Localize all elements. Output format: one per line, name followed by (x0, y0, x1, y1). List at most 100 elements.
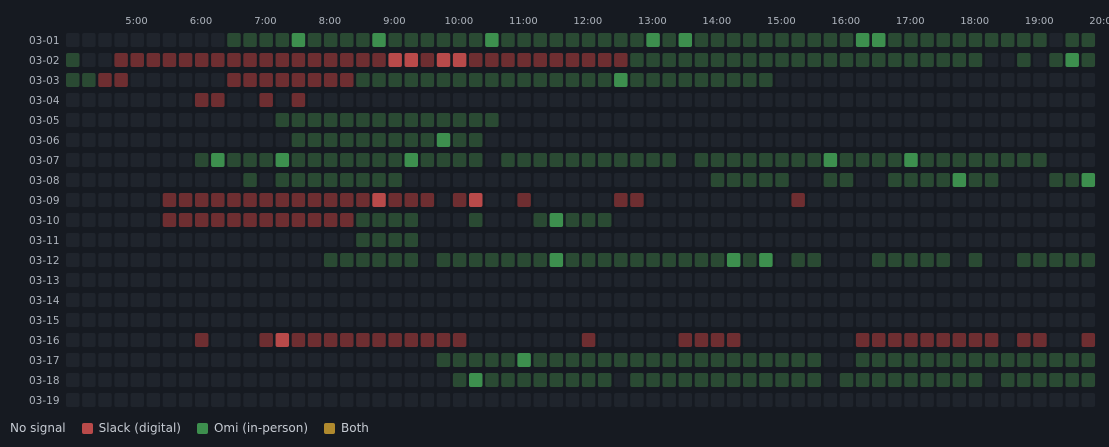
heatmap-cell (130, 373, 144, 387)
heatmap-cell (82, 293, 96, 307)
heatmap-cell (872, 93, 886, 107)
heatmap-cell (501, 353, 515, 367)
heatmap-cell (501, 393, 515, 407)
heatmap-cell (178, 33, 193, 47)
heatmap-cell (211, 193, 225, 207)
heatmap-cell (1033, 173, 1047, 187)
heatmap-cell (66, 33, 80, 47)
heatmap-cell (630, 253, 644, 267)
heatmap-cell (952, 393, 967, 407)
heatmap-cell (1081, 133, 1096, 147)
heatmap-cell (420, 233, 435, 247)
heatmap-cell (549, 313, 564, 327)
heatmap-cell (630, 153, 644, 167)
heatmap-cell (388, 133, 402, 147)
heatmap-cell (920, 213, 934, 227)
legend-swatch-slack (81, 422, 93, 434)
heatmap-cell (888, 233, 902, 247)
heatmap-cell (807, 293, 822, 307)
heatmap-cell (533, 273, 547, 287)
heatmap-cell (936, 333, 950, 347)
heatmap-cell (356, 113, 370, 127)
heatmap-cell (614, 313, 628, 327)
heatmap-cell (710, 173, 725, 187)
heatmap-cell (275, 133, 290, 147)
heatmap-cell (146, 173, 161, 187)
heatmap-cell (404, 113, 419, 127)
heatmap-cell (565, 333, 580, 347)
heatmap-cell (759, 173, 773, 187)
heatmap-cell (952, 133, 967, 147)
heatmap-cell (1065, 313, 1079, 327)
heatmap-cell (130, 173, 144, 187)
heatmap-cell (82, 333, 96, 347)
heatmap-cell (501, 193, 515, 207)
x-tick-label: 19:00 (1025, 16, 1054, 27)
heatmap-cell (323, 113, 338, 127)
heatmap-cell (323, 253, 338, 267)
heatmap-cell (630, 273, 644, 287)
heatmap-cell (710, 373, 725, 387)
heatmap-cell (533, 193, 547, 207)
heatmap-cell (1000, 113, 1015, 127)
heatmap-cell (404, 73, 419, 87)
heatmap-cell (759, 333, 773, 347)
heatmap-cell (114, 293, 128, 307)
heatmap-cell (469, 313, 483, 327)
heatmap-cell (66, 293, 80, 307)
heatmap-cell (904, 113, 918, 127)
heatmap-cell (178, 253, 193, 267)
heatmap-cell (1033, 393, 1047, 407)
heatmap-cell (146, 233, 161, 247)
heatmap-cell (823, 33, 838, 47)
heatmap-cell (888, 253, 902, 267)
heatmap-cell (597, 353, 612, 367)
heatmap-cell (1000, 313, 1015, 327)
heatmap-cell (1049, 333, 1063, 347)
heatmap-cell (888, 193, 902, 207)
heatmap-cell (340, 213, 354, 227)
heatmap-cell (452, 353, 467, 367)
heatmap-cell (259, 133, 273, 147)
heatmap-cell (243, 313, 257, 327)
heatmap-cell (855, 153, 870, 167)
heatmap-cell (485, 293, 499, 307)
heatmap-cell (678, 373, 693, 387)
heatmap-cell (82, 113, 96, 127)
heatmap-cell (420, 153, 435, 167)
heatmap-cell (469, 173, 483, 187)
heatmap-cell (823, 293, 838, 307)
heatmap-cell (904, 153, 918, 167)
heatmap-cell (646, 273, 660, 287)
heatmap-cell (968, 193, 983, 207)
heatmap-cell (275, 233, 290, 247)
heatmap-cell (694, 233, 709, 247)
heatmap-cell (82, 53, 96, 67)
heatmap-cell (678, 113, 693, 127)
heatmap-cell (1065, 353, 1079, 367)
heatmap-cell (936, 313, 950, 327)
heatmap-cell (517, 213, 531, 227)
heatmap-cell (872, 293, 886, 307)
heatmap-cell (1017, 133, 1031, 147)
heatmap-cell (259, 73, 273, 87)
heatmap-cell (517, 313, 531, 327)
heatmap-cell (662, 333, 676, 347)
heatmap-cell (581, 393, 596, 407)
heatmap-cell (404, 173, 419, 187)
heatmap-cell (1033, 233, 1047, 247)
heatmap-cell (581, 353, 596, 367)
heatmap-cell (178, 53, 193, 67)
heatmap-cell (1049, 293, 1063, 307)
heatmap-cell (791, 193, 805, 207)
heatmap-cell (372, 93, 386, 107)
heatmap-cell (1081, 233, 1096, 247)
heatmap-cell (469, 73, 483, 87)
heatmap-cell (291, 173, 306, 187)
heatmap-cell (952, 373, 967, 387)
heatmap-cell (920, 173, 934, 187)
heatmap-cell (1033, 153, 1047, 167)
heatmap-cell (1081, 353, 1096, 367)
heatmap-cell (936, 53, 950, 67)
row-label: 03-12 (29, 255, 60, 267)
